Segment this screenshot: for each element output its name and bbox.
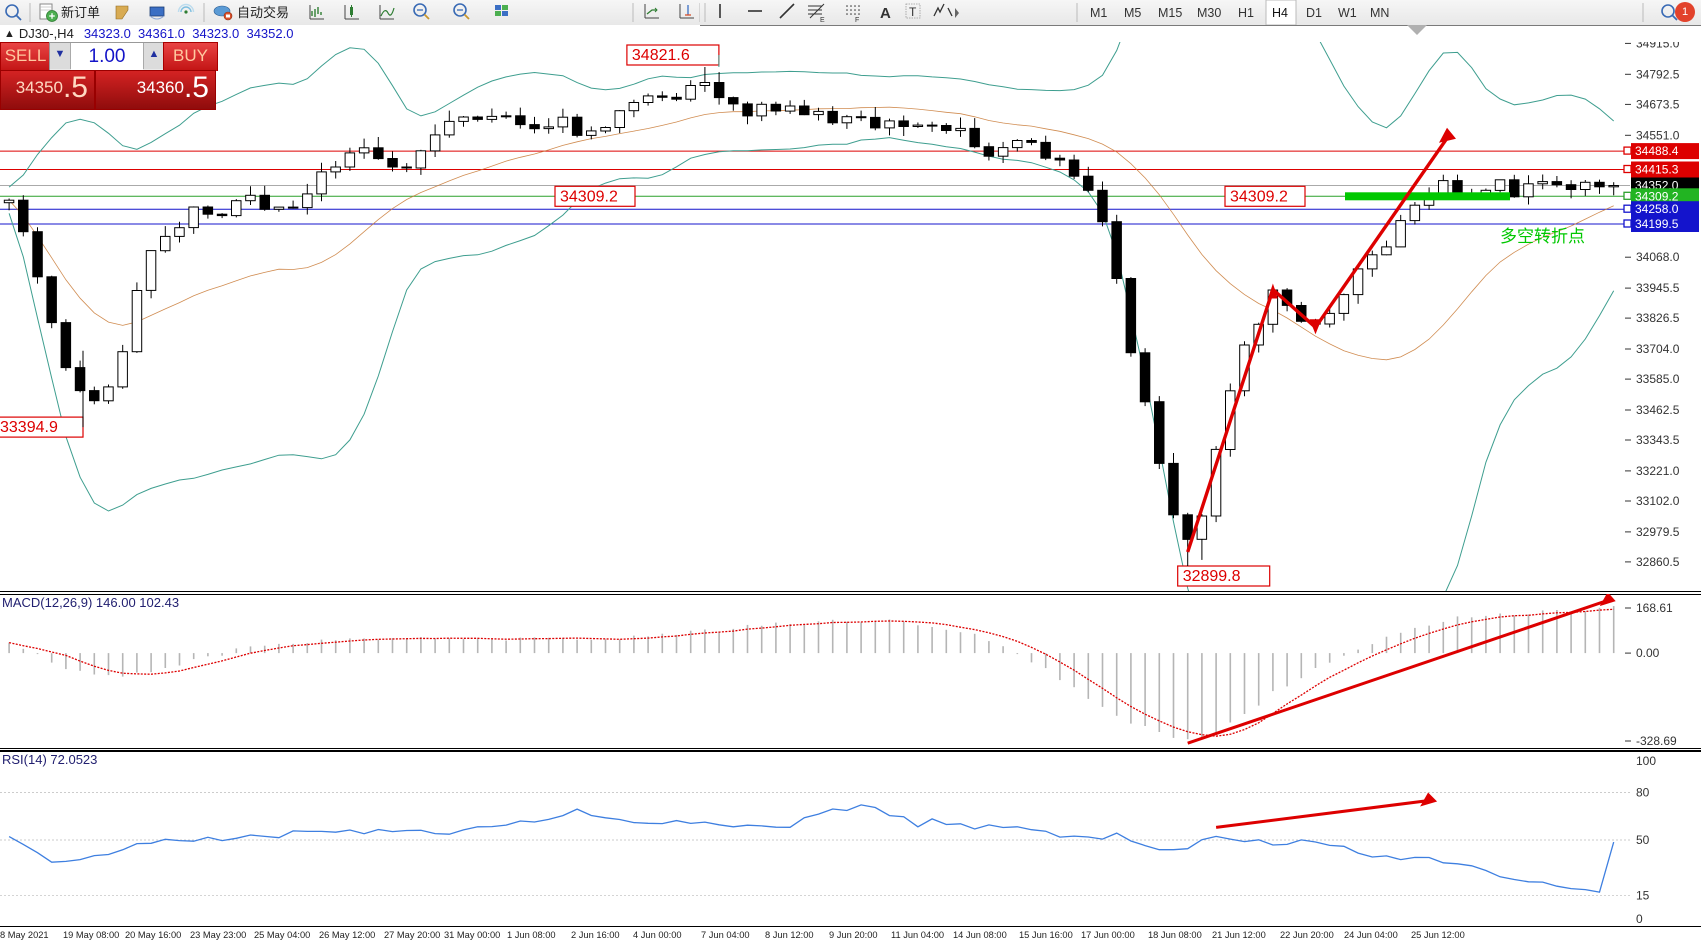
svg-text:34309.2: 34309.2: [560, 188, 618, 205]
svg-text:15: 15: [1636, 888, 1650, 902]
svg-text:34792.5: 34792.5: [1636, 67, 1680, 81]
svg-text:100: 100: [1636, 754, 1656, 768]
svg-text:34488.4: 34488.4: [1635, 144, 1679, 158]
svg-text:19 May 08:00: 19 May 08:00: [63, 930, 119, 940]
svg-text:0.00: 0.00: [1636, 646, 1660, 660]
svg-text:MACD(12,26,9) 146.00 102.43: MACD(12,26,9) 146.00 102.43: [2, 595, 179, 610]
svg-text:15 Jun 16:00: 15 Jun 16:00: [1019, 930, 1073, 940]
svg-text:50: 50: [1636, 833, 1650, 847]
svg-text:33394.9: 33394.9: [0, 419, 58, 436]
svg-text:1 Jun 08:00: 1 Jun 08:00: [507, 930, 556, 940]
svg-text:168.61: 168.61: [1636, 601, 1673, 615]
svg-text:18 Jun 08:00: 18 Jun 08:00: [1148, 930, 1202, 940]
svg-text:34309.2: 34309.2: [1230, 188, 1288, 205]
svg-text:34821.6: 34821.6: [632, 47, 690, 64]
svg-text:24 Jun 04:00: 24 Jun 04:00: [1344, 930, 1398, 940]
svg-text:27 May 20:00: 27 May 20:00: [384, 930, 440, 940]
svg-text:8 Jun 12:00: 8 Jun 12:00: [765, 930, 814, 940]
svg-text:34199.5: 34199.5: [1635, 217, 1679, 231]
svg-text:17 Jun 00:00: 17 Jun 00:00: [1081, 930, 1135, 940]
svg-text:26 May 12:00: 26 May 12:00: [319, 930, 375, 940]
svg-text:0: 0: [1636, 912, 1643, 926]
svg-text:33462.5: 33462.5: [1636, 403, 1680, 417]
svg-text:9 Jun 20:00: 9 Jun 20:00: [829, 930, 878, 940]
svg-text:34915.0: 34915.0: [1636, 42, 1680, 50]
svg-text:8 May 2021: 8 May 2021: [0, 930, 49, 940]
svg-text:-328.69: -328.69: [1636, 734, 1677, 748]
svg-text:34673.5: 34673.5: [1636, 97, 1680, 111]
svg-text:33102.0: 33102.0: [1636, 494, 1680, 508]
svg-text:31 May 00:00: 31 May 00:00: [444, 930, 500, 940]
svg-text:34415.3: 34415.3: [1635, 163, 1679, 177]
svg-text:23 May 23:00: 23 May 23:00: [190, 930, 246, 940]
svg-text:32860.5: 32860.5: [1636, 555, 1680, 569]
svg-text:32979.5: 32979.5: [1636, 525, 1680, 539]
svg-text:20 May 16:00: 20 May 16:00: [125, 930, 181, 940]
svg-text:33945.5: 33945.5: [1636, 281, 1680, 295]
svg-text:33221.0: 33221.0: [1636, 464, 1680, 478]
svg-text:32899.8: 32899.8: [1183, 568, 1241, 585]
svg-text:2 Jun 16:00: 2 Jun 16:00: [571, 930, 620, 940]
svg-text:14 Jun 08:00: 14 Jun 08:00: [953, 930, 1007, 940]
svg-text:33704.0: 33704.0: [1636, 342, 1680, 356]
svg-text:33343.5: 33343.5: [1636, 433, 1680, 447]
svg-text:33585.0: 33585.0: [1636, 372, 1680, 386]
svg-text:22 Jun 20:00: 22 Jun 20:00: [1280, 930, 1334, 940]
svg-text:21 Jun 12:00: 21 Jun 12:00: [1212, 930, 1266, 940]
svg-text:33826.5: 33826.5: [1636, 311, 1680, 325]
svg-text:RSI(14) 72.0523: RSI(14) 72.0523: [2, 752, 97, 767]
svg-text:25 May 04:00: 25 May 04:00: [254, 930, 310, 940]
svg-text:7 Jun 04:00: 7 Jun 04:00: [701, 930, 750, 940]
svg-text:34068.0: 34068.0: [1636, 250, 1680, 264]
svg-text:4 Jun 00:00: 4 Jun 00:00: [633, 930, 682, 940]
svg-text:34551.0: 34551.0: [1636, 128, 1680, 142]
svg-text:多空转折点: 多空转折点: [1500, 227, 1585, 246]
svg-text:34258.0: 34258.0: [1635, 202, 1679, 216]
svg-text:25 Jun 12:00: 25 Jun 12:00: [1411, 930, 1465, 940]
svg-text:11 Jun 04:00: 11 Jun 04:00: [891, 930, 944, 940]
svg-text:80: 80: [1636, 786, 1650, 800]
